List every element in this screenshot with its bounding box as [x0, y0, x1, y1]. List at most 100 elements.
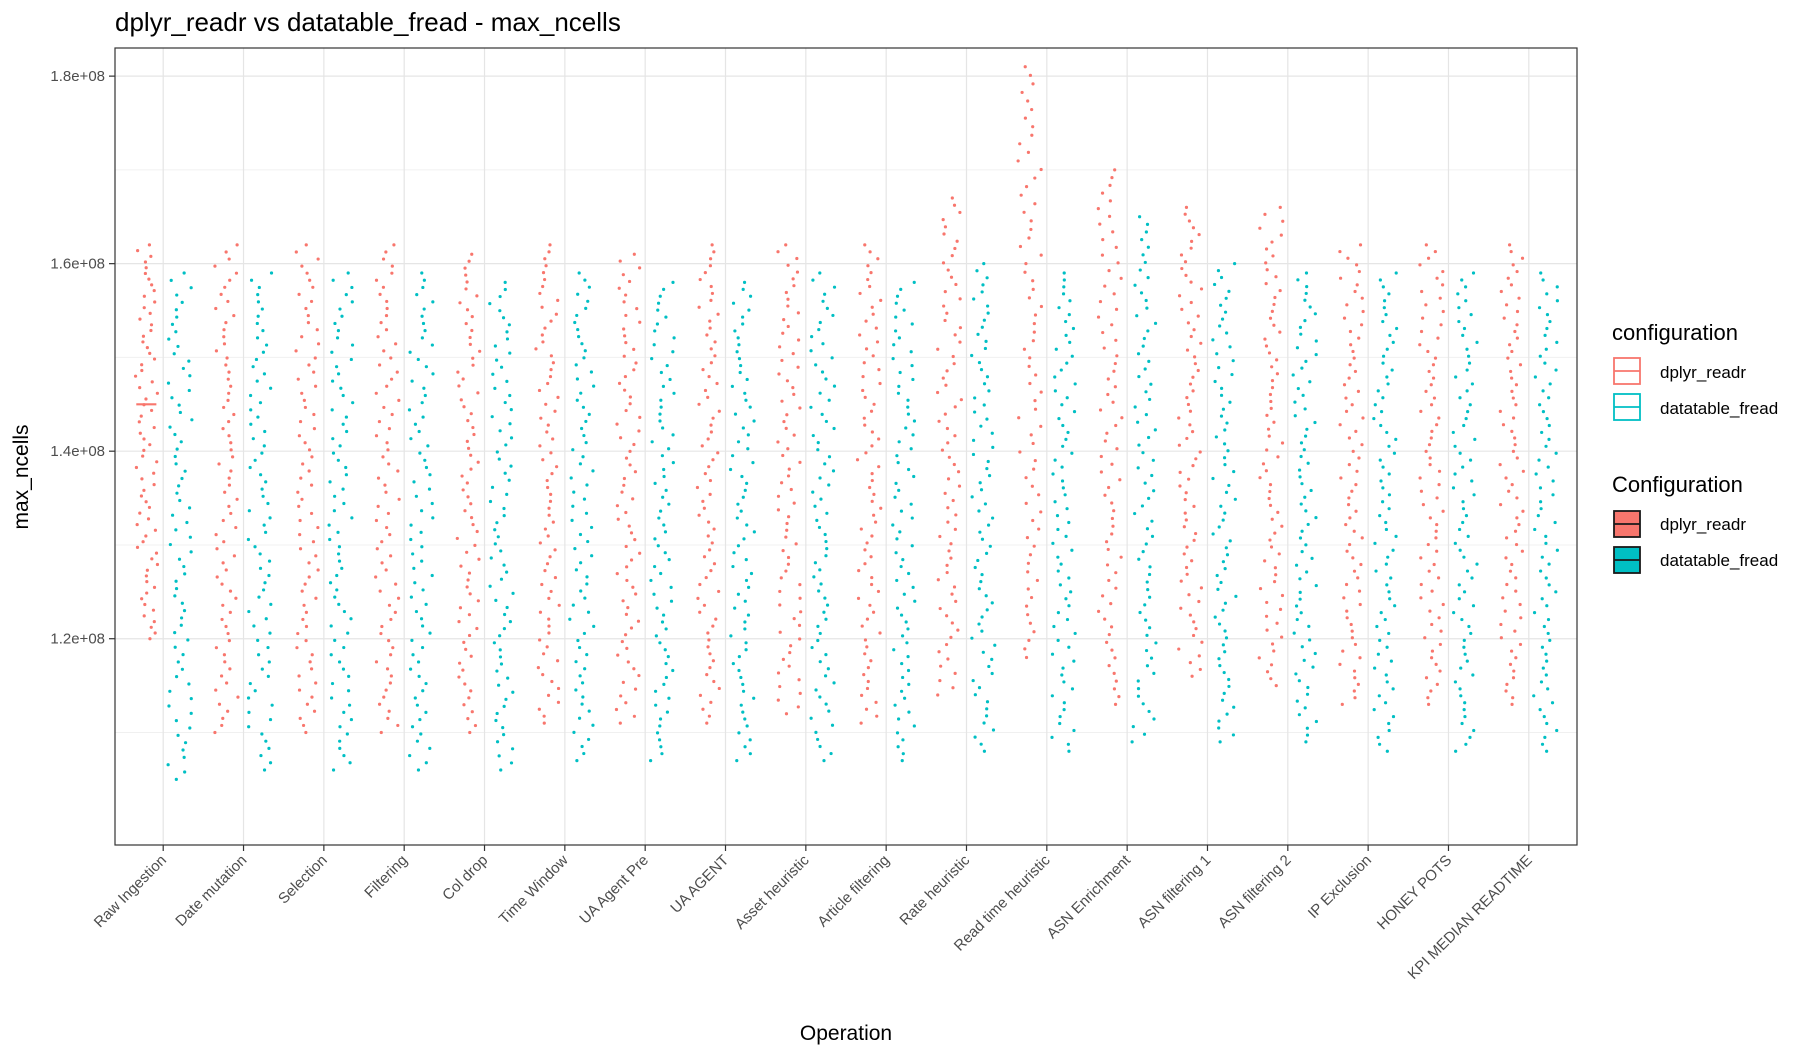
data-point — [189, 550, 193, 554]
data-point — [569, 476, 573, 480]
data-point — [140, 597, 144, 601]
data-point — [1153, 428, 1157, 432]
data-point — [546, 423, 550, 427]
data-point — [297, 434, 301, 438]
data-point — [550, 679, 554, 684]
data-point — [1544, 534, 1548, 538]
data-point — [1143, 603, 1147, 607]
data-point — [223, 490, 227, 494]
data-point — [617, 286, 621, 290]
data-point — [543, 257, 547, 261]
data-point — [1105, 431, 1109, 435]
data-point — [1303, 434, 1308, 438]
data-point — [901, 752, 905, 756]
data-point — [546, 534, 550, 538]
data-point — [1146, 329, 1150, 333]
data-point — [496, 535, 500, 539]
data-point — [1268, 316, 1273, 320]
data-point — [1462, 708, 1466, 712]
data-point — [579, 561, 583, 565]
data-point — [698, 610, 702, 614]
data-point — [1061, 444, 1065, 448]
data-point — [1109, 602, 1113, 606]
data-point — [495, 740, 500, 744]
data-point — [820, 412, 824, 416]
data-point — [1264, 261, 1268, 265]
data-point — [1508, 343, 1512, 347]
data-point — [1461, 333, 1465, 338]
data-point — [1302, 658, 1306, 662]
data-point — [541, 271, 546, 275]
data-point — [421, 321, 426, 326]
data-point — [1228, 539, 1232, 543]
data-point — [1352, 356, 1356, 360]
data-point — [1314, 719, 1318, 724]
data-point — [335, 336, 340, 340]
data-point — [1033, 399, 1037, 403]
data-point — [338, 444, 342, 448]
data-point — [174, 528, 178, 532]
data-point — [511, 690, 515, 694]
data-point — [307, 363, 311, 367]
data-point — [1379, 479, 1383, 483]
data-point — [1357, 456, 1361, 460]
data-point — [1269, 545, 1274, 549]
data-point — [385, 667, 390, 671]
data-point — [957, 484, 962, 488]
data-point — [1183, 511, 1187, 515]
data-point — [544, 264, 548, 268]
data-point — [1533, 375, 1537, 379]
data-point — [1349, 343, 1353, 347]
data-point — [736, 336, 740, 340]
data-point — [705, 721, 709, 725]
data-point — [1299, 441, 1304, 445]
data-point — [669, 599, 674, 603]
data-point — [1307, 624, 1311, 628]
data-point — [389, 617, 393, 622]
data-point — [1305, 570, 1309, 574]
y-tick-label: 1.2e+08 — [50, 631, 105, 648]
data-point — [1184, 491, 1188, 495]
data-point — [741, 322, 745, 326]
data-point — [1429, 383, 1433, 387]
data-point — [548, 499, 553, 503]
data-point — [145, 580, 149, 584]
data-point — [145, 568, 149, 572]
data-point — [1517, 296, 1521, 300]
data-point — [706, 437, 710, 441]
data-point — [899, 564, 903, 569]
data-point — [1504, 476, 1508, 480]
data-point — [1354, 429, 1358, 433]
data-point — [179, 623, 183, 627]
data-point — [744, 641, 748, 645]
data-point — [990, 671, 994, 676]
data-point — [868, 250, 872, 254]
data-point — [222, 405, 226, 410]
data-point — [1028, 73, 1033, 77]
data-point — [737, 357, 742, 361]
data-point — [341, 422, 345, 426]
data-point — [1360, 296, 1364, 300]
data-point — [657, 738, 662, 742]
data-point — [864, 451, 868, 455]
data-point — [261, 588, 266, 592]
data-point — [941, 376, 945, 380]
data-point — [631, 497, 635, 501]
data-point — [940, 448, 945, 452]
data-point — [384, 250, 388, 254]
data-point — [1299, 454, 1303, 459]
data-point — [1298, 597, 1302, 601]
data-point — [468, 592, 472, 596]
data-point — [698, 582, 702, 587]
data-point — [341, 667, 346, 671]
data-point — [1421, 502, 1425, 507]
data-point — [1039, 253, 1043, 257]
data-point — [302, 603, 306, 607]
data-point — [420, 336, 424, 340]
data-point — [1293, 414, 1297, 418]
data-point — [246, 696, 251, 700]
data-point — [1197, 654, 1201, 658]
data-point — [505, 605, 509, 610]
data-point — [349, 717, 354, 722]
data-point — [878, 381, 882, 386]
